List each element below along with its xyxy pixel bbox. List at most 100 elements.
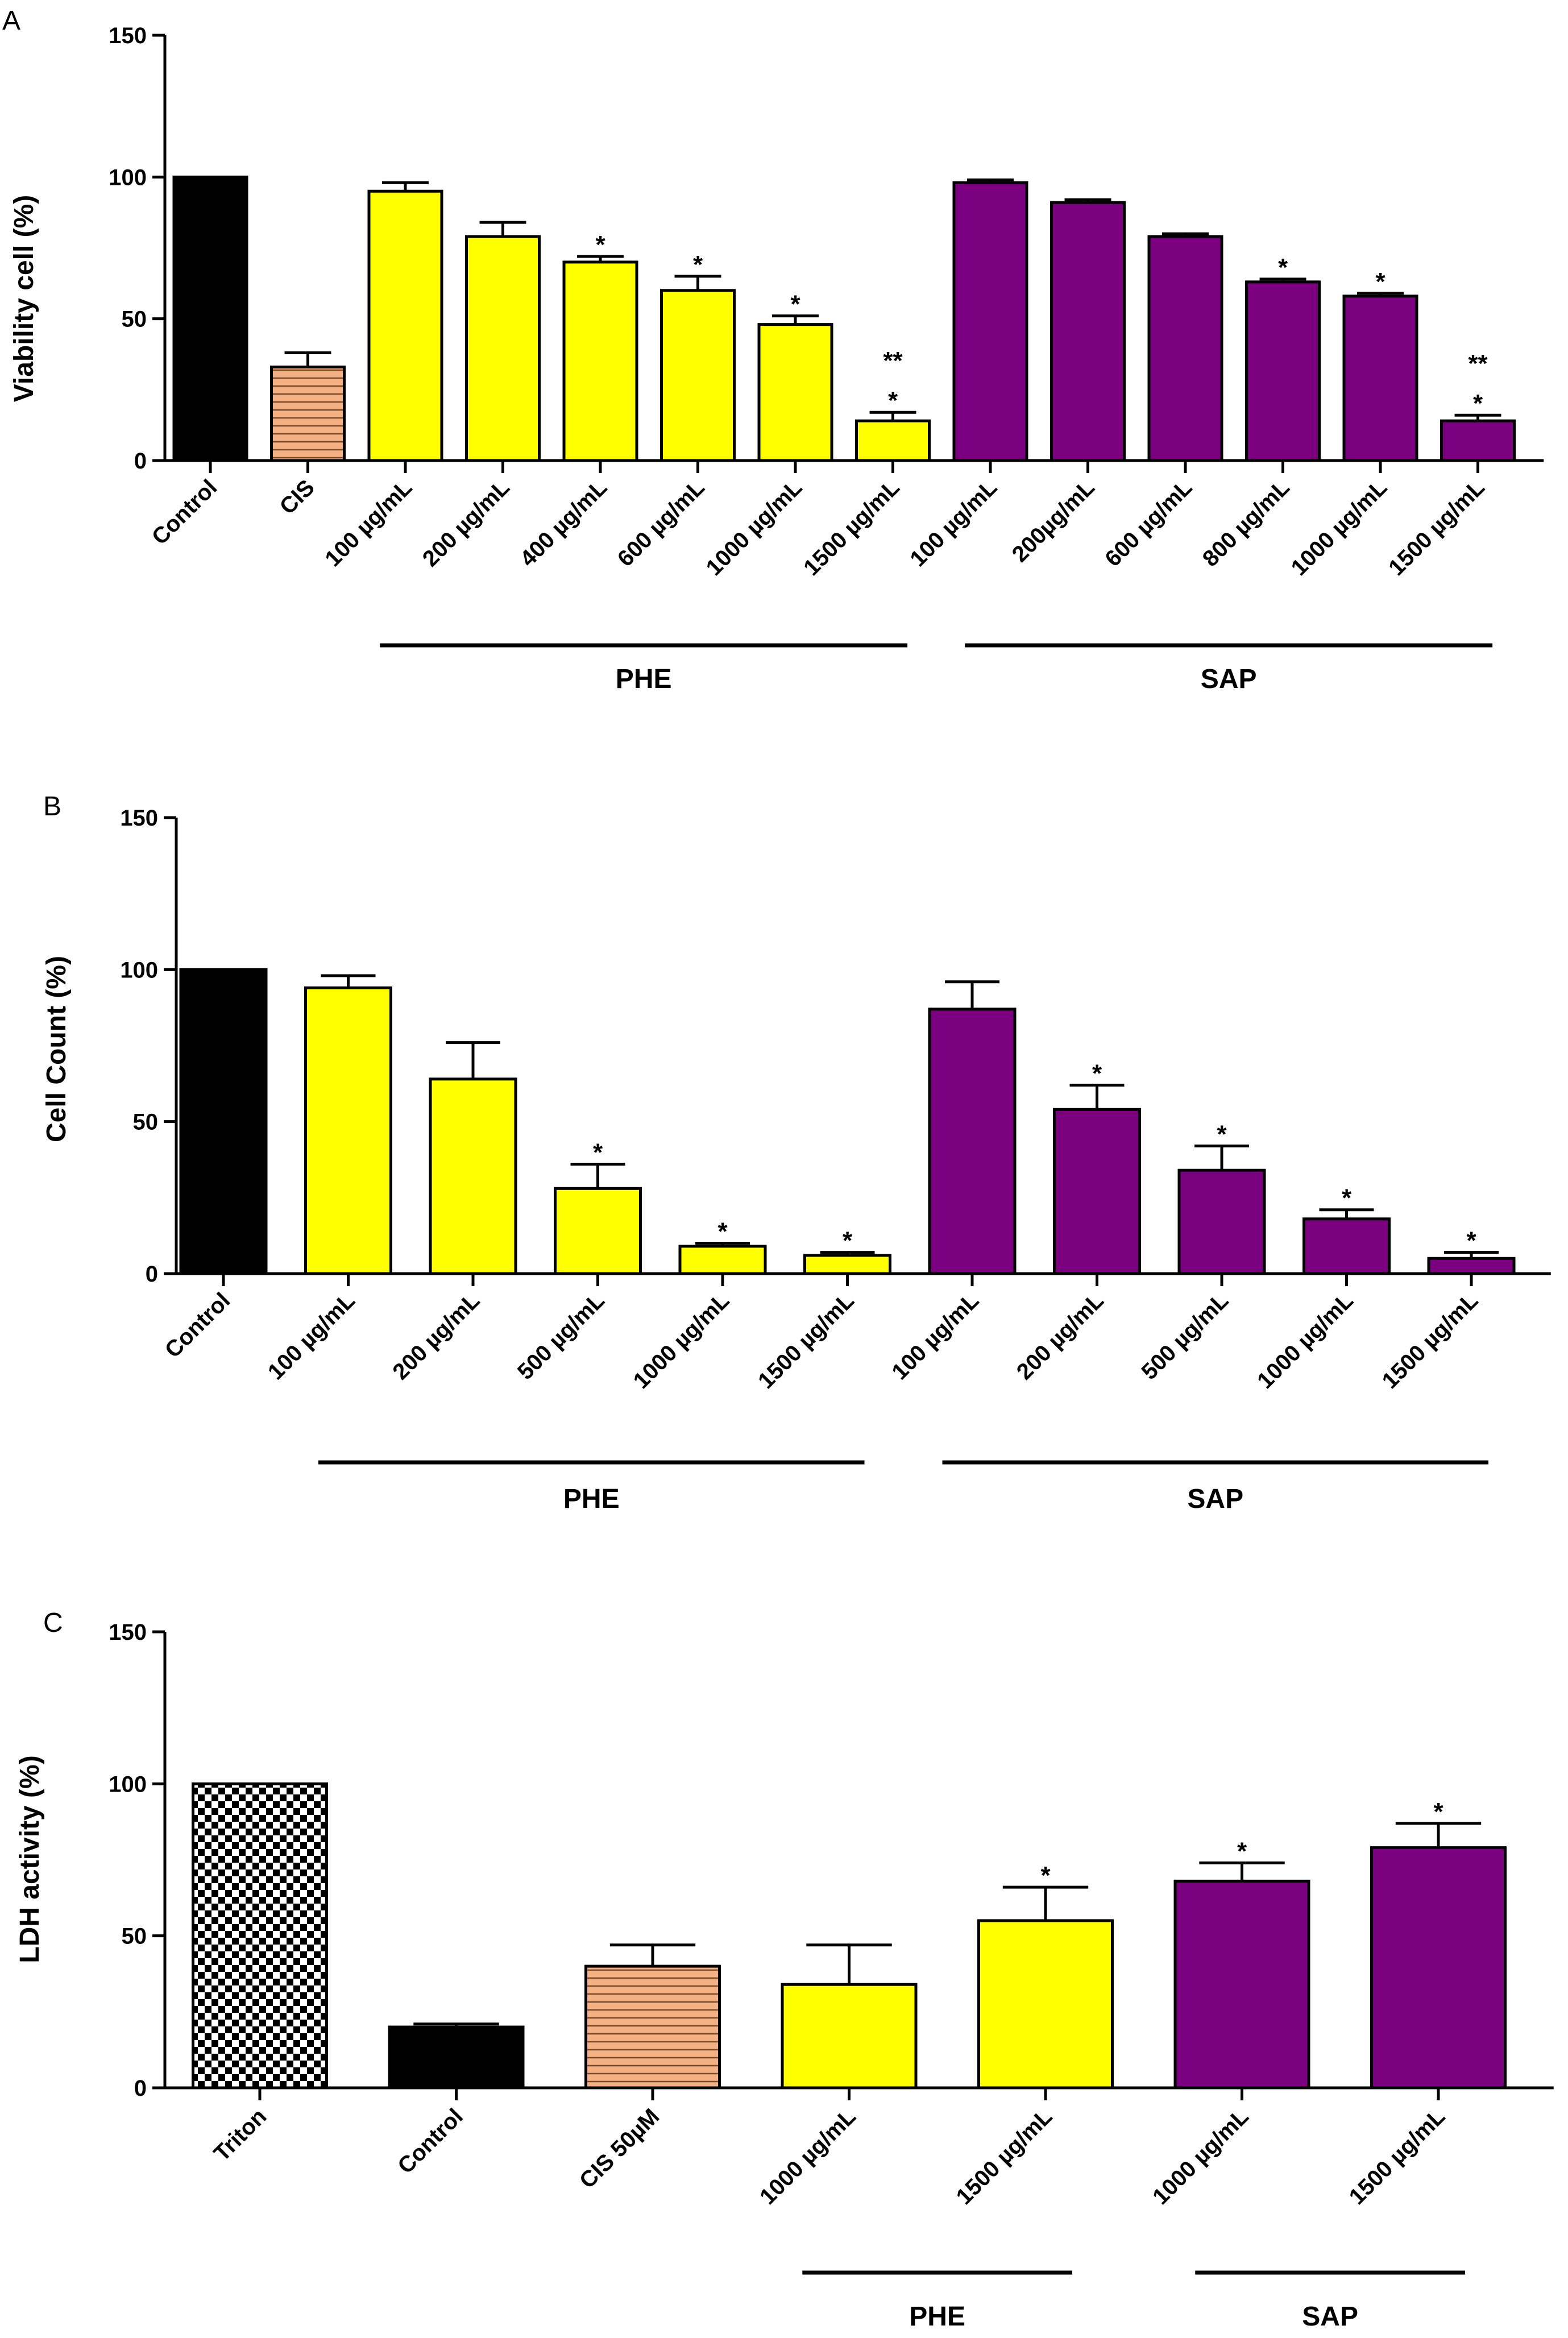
panel-b-significance-mark: *: [1342, 1184, 1352, 1212]
panel-c-significance-mark: *: [1040, 1862, 1051, 1889]
panel-c-x-tick-label: Triton: [209, 2104, 272, 2166]
panel-b-x-tick-label: Control: [160, 1288, 235, 1363]
panel-a-significance-mark: **: [1468, 350, 1488, 378]
panel-a-x-tick-label: 600 µg/mL: [1100, 475, 1197, 571]
panel-a-bar: [172, 175, 248, 462]
panel-b-significance-mark: *: [1466, 1227, 1476, 1255]
panel-a-significance-mark: *: [693, 251, 703, 279]
panel-a-bar: [1342, 295, 1418, 462]
panel-a-x-tick-label: 200µg/mL: [1007, 475, 1100, 567]
panel-b-bar: [429, 1077, 517, 1275]
panel-a-bar: [1147, 235, 1223, 462]
panel-b-bar: [678, 1245, 767, 1275]
panel-b-x-tick-label: 1500 µg/mL: [1378, 1288, 1483, 1394]
panel-b-bar: [1302, 1217, 1391, 1275]
panel-a-x-tick-label: 400 µg/mL: [515, 475, 612, 571]
panel-a-bar: [1245, 280, 1321, 462]
panel-a-y-tick-label: 100: [109, 165, 147, 190]
panel-a-bar: [757, 323, 833, 462]
panel-c-bar: [1370, 1846, 1507, 2090]
panel-c-y-axis-title: LDH activity (%): [15, 1755, 45, 1963]
panel-a-bar: [1050, 201, 1126, 462]
panel-a-label: A: [2, 6, 20, 36]
panel-c-significance-mark: *: [1433, 1798, 1443, 1826]
panel-c-group-label: SAP: [1302, 2302, 1358, 2332]
panel-b-x-tick-label: 100 µg/mL: [263, 1288, 360, 1384]
panel-a-bar: [952, 181, 1028, 462]
panel-c-bar: [781, 1983, 918, 2090]
panel-b-x-tick-label: 100 µg/mL: [887, 1288, 984, 1384]
panel-a-significance-mark: *: [1375, 268, 1386, 296]
panel-a-x-tick-label: Control: [147, 475, 222, 550]
panel-c-bar: [1173, 1879, 1310, 2090]
panel-b-x-tick-label: 1000 µg/mL: [1252, 1288, 1358, 1394]
panel-a-x-tick-label: CIS: [275, 475, 320, 519]
panel-b-significance-mark: *: [1092, 1060, 1102, 1088]
panel-c-bar: [584, 1964, 721, 2090]
panel-c-y-tick-label: 150: [109, 1620, 147, 1645]
panel-c-significance-mark: *: [1237, 1837, 1247, 1865]
panel-c-chart: C 0 50 100 150 LDH activity (%) Triton Control…: [15, 1608, 1554, 2332]
panel-a-bar: [660, 289, 736, 462]
panel-c-bar: [192, 1782, 328, 2090]
panel-b-x-tick-label: 500 µg/mL: [1136, 1288, 1233, 1384]
panel-a-y-tick-label: 50: [122, 307, 147, 332]
panel-c-bar: [977, 1919, 1114, 2090]
panel-a-x-tick-label: 800 µg/mL: [1198, 475, 1295, 571]
panel-a-x-tick-label: 100 µg/mL: [320, 475, 417, 571]
panel-b-y-tick-label: 50: [133, 1110, 159, 1135]
panel-c-y-tick-label: 0: [134, 2076, 147, 2101]
panel-c-label: C: [43, 1608, 63, 1638]
panel-a-x-tick-label: 1000 µg/mL: [1287, 475, 1392, 581]
panel-a-x-tick-label: 200 µg/mL: [418, 475, 515, 571]
panel-a-x-tick-label: 1500 µg/mL: [1384, 475, 1490, 581]
panel-c-x-tick-label: 1500 µg/mL: [1345, 2104, 1450, 2210]
panel-a-bar: [1440, 419, 1516, 462]
panel-b-x-tick-label: 1000 µg/mL: [629, 1288, 735, 1394]
panel-a-x-tick-label: 1500 µg/mL: [799, 475, 905, 581]
panel-b-chart: B 0 50 100 150 Cell Count (%) Control 100 µg/m…: [42, 791, 1551, 1514]
panel-a-y-axis-title: Viability cell (%): [9, 195, 39, 403]
panel-b-x-tick-label: 500 µg/mL: [513, 1288, 609, 1384]
panel-a-x-tick-label: 100 µg/mL: [905, 475, 1002, 571]
panel-c-x-tick-label: Control: [393, 2104, 468, 2179]
panel-b-group-label: PHE: [563, 1484, 620, 1514]
panel-a-significance-mark: *: [790, 291, 800, 318]
panel-c-x-tick-label: 1000 µg/mL: [1148, 2104, 1254, 2210]
panel-b-bar: [1177, 1168, 1266, 1275]
panel-b-significance-mark: *: [717, 1218, 728, 1246]
panel-b-bar: [554, 1187, 642, 1275]
panel-a-significance-mark: *: [888, 387, 898, 414]
panel-a-significance-mark: *: [1278, 254, 1288, 281]
panel-c-x-tick-label: 1000 µg/mL: [755, 2104, 861, 2210]
panel-b-label: B: [43, 791, 61, 822]
panel-b-bar: [1053, 1108, 1141, 1275]
panel-a-significance-mark: *: [595, 231, 605, 259]
panel-a-y-tick-label: 150: [109, 23, 147, 48]
panel-b-bar: [928, 1008, 1017, 1275]
panel-b-y-tick-label: 100: [120, 957, 158, 983]
panel-c-group-label: PHE: [909, 2302, 965, 2332]
panel-a-bar: [562, 260, 638, 462]
panel-a-bar: [270, 365, 346, 462]
panel-c-y-tick-label: 50: [122, 1924, 147, 1949]
panel-b-group-label: SAP: [1187, 1484, 1243, 1514]
panel-b-y-tick-label: 150: [120, 806, 158, 831]
panel-c-x-tick-label: CIS 50µM: [575, 2104, 664, 2193]
panel-b-significance-mark: *: [843, 1227, 853, 1255]
panel-b-bar: [304, 986, 392, 1275]
panel-a-significance-mark: **: [883, 347, 903, 375]
panel-b-x-tick-label: 200 µg/mL: [388, 1288, 484, 1384]
panel-c-y-tick-label: 100: [109, 1772, 147, 1797]
panel-b-bar: [803, 1254, 891, 1275]
panel-b-x-tick-label: 200 µg/mL: [1012, 1288, 1109, 1384]
panel-a-x-tick-label: 1000 µg/mL: [702, 475, 807, 581]
panel-a-significance-mark: *: [1473, 389, 1483, 417]
panel-a-bar: [367, 189, 443, 462]
panel-a-group-label: SAP: [1201, 664, 1257, 694]
panel-b-significance-mark: *: [593, 1139, 603, 1167]
panel-b-y-tick-label: 0: [146, 1262, 158, 1287]
panel-a-x-tick-label: 600 µg/mL: [613, 475, 710, 571]
panel-a-group-label: PHE: [616, 664, 672, 694]
